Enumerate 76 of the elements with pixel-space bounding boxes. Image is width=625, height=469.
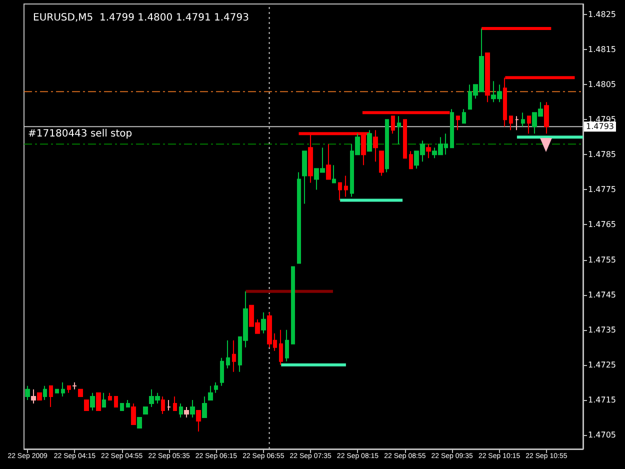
candlestick: [126, 399, 130, 408]
candlestick: [326, 144, 331, 180]
y-tick-label: 1.4775: [588, 185, 616, 194]
candlestick: [31, 388, 36, 404]
candlestick: [456, 116, 460, 131]
candlestick: [285, 329, 289, 362]
candlestick: [196, 410, 201, 432]
candlestick: [409, 150, 413, 170]
candlestick: [96, 392, 101, 411]
candlestick: [344, 175, 348, 198]
candlestick: [527, 116, 531, 134]
candlestick: [214, 382, 218, 394]
y-tick-label: 1.4805: [588, 80, 616, 90]
candlestick: [297, 172, 301, 264]
candlestick: [208, 385, 213, 400]
candlestick: [462, 108, 466, 124]
candlestick: [220, 357, 224, 386]
candlestick: [49, 385, 53, 408]
candlestick: [544, 102, 549, 134]
ref-line-label: 1.4793: [586, 122, 614, 132]
y-tick-label: 1.4715: [588, 395, 616, 404]
candlestick: [338, 182, 342, 201]
candlestick: [120, 402, 124, 411]
candlestick: [279, 329, 283, 366]
candlestick: [515, 116, 519, 131]
candlestick: [67, 385, 71, 394]
candlestick: [167, 399, 171, 411]
y-tick-label: 1.4785: [588, 150, 616, 160]
y-tick-label: 1.4735: [588, 325, 616, 334]
candlestick: [108, 392, 112, 400]
candlestick: [226, 340, 230, 369]
candlestick: [114, 396, 118, 408]
candlestick: [509, 116, 513, 131]
candlestick: [90, 392, 95, 411]
candlestick: [367, 130, 372, 152]
candlestick: [385, 119, 389, 173]
candlestick: [78, 388, 83, 397]
candlestick: [379, 150, 384, 176]
candlestick: [61, 382, 65, 397]
candlestick: [37, 392, 42, 400]
ref-line-label: #17180443 sell stop: [28, 128, 132, 140]
candlestick: [179, 402, 183, 418]
candlestick: [190, 399, 195, 418]
candlestick: [184, 406, 189, 418]
candlestick: [397, 116, 401, 145]
candlestick: [43, 385, 47, 400]
y-tick-label: 1.4765: [588, 220, 616, 230]
candlestick: [173, 396, 177, 411]
candlestick: [72, 382, 77, 390]
candlestick: [161, 396, 165, 414]
candlestick: [332, 164, 336, 184]
candlestick: [131, 402, 136, 425]
candlestick: [403, 119, 407, 159]
candlestick: [373, 130, 378, 162]
candlestick: [426, 144, 431, 159]
candlestick: [202, 396, 207, 418]
y-tick-label: 1.4725: [588, 360, 616, 370]
candlestick: [521, 112, 525, 128]
candlestick: [102, 392, 106, 408]
candlestick: [261, 312, 266, 334]
text: EURUSD,M5 1.4799 1.4800 1.4791 1.4793: [33, 12, 249, 24]
y-tick-label: 1.4815: [588, 45, 616, 54]
candlestick: [137, 416, 142, 428]
candlestick: [291, 266, 295, 344]
y-tick-label: 1.4755: [588, 255, 616, 264]
candlestick: [84, 399, 89, 411]
y-tick-label: 1.4705: [588, 430, 616, 440]
candlestick: [450, 108, 454, 148]
candlestick: [55, 388, 59, 394]
y-tick-label: 1.4745: [588, 290, 616, 300]
candlestick: [143, 406, 148, 414]
candlestick: [302, 150, 307, 204]
candlestick: [232, 340, 236, 372]
y-tick-label: 1.4825: [588, 10, 616, 20]
candlestick: [485, 52, 490, 103]
candlestick: [25, 385, 30, 400]
